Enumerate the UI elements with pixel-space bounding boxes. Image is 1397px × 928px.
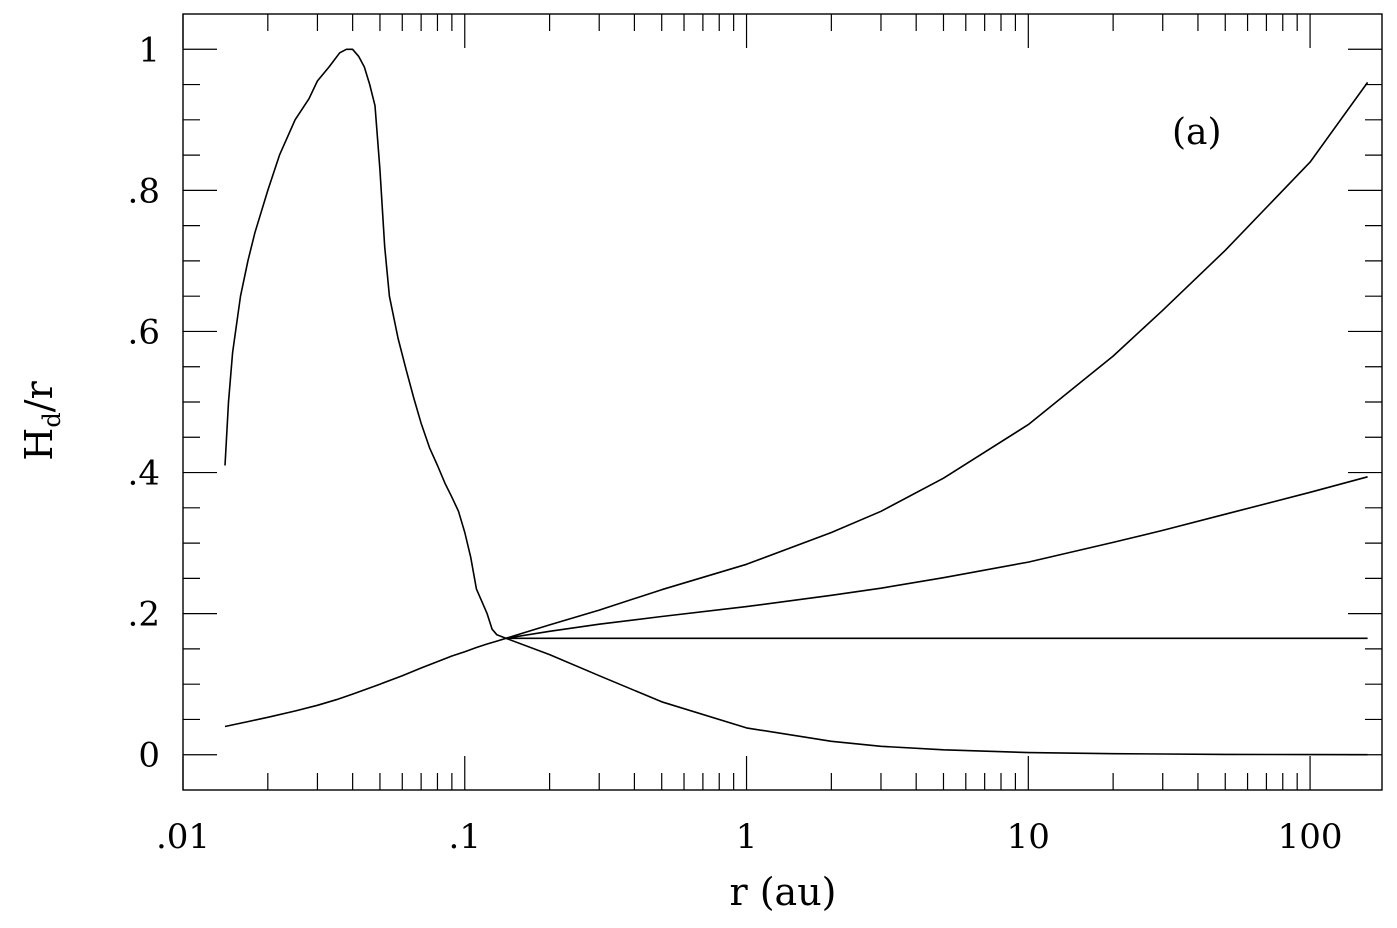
y-tick-label: .8 (128, 171, 160, 211)
y-axis-title-tail: /r (17, 380, 61, 412)
y-axis-title-main: H (17, 428, 61, 461)
x-tick-label: 1 (736, 817, 758, 857)
y-tick-label: 1 (138, 30, 160, 70)
y-tick-label: .2 (128, 595, 160, 635)
series-1-line (224, 48, 507, 640)
y-axis-title-subscript: d (38, 412, 66, 427)
panel-label: (a) (1172, 112, 1222, 153)
tick-labels: .01 .1 1 10 100 0 .2 .4 .6 .8 1 (128, 30, 1343, 857)
x-tick-label: .1 (449, 817, 481, 857)
series-6-line (505, 81, 1369, 640)
y-tick-label: 0 (138, 736, 160, 776)
y-tick-label: .4 (128, 454, 160, 494)
y-tick-label: .6 (128, 312, 160, 352)
axis-ticks (182, 14, 1382, 790)
series-4-line (505, 637, 1368, 756)
curves (224, 48, 1369, 756)
series-2-line (224, 637, 507, 728)
x-tick-label: .01 (156, 817, 210, 857)
series-5-line (505, 476, 1368, 640)
x-tick-label: 100 (1278, 817, 1343, 857)
y-axis-title: Hd/r (17, 380, 66, 460)
x-tick-label: 10 (1007, 817, 1050, 857)
x-axis-title: r (au) (729, 870, 836, 914)
